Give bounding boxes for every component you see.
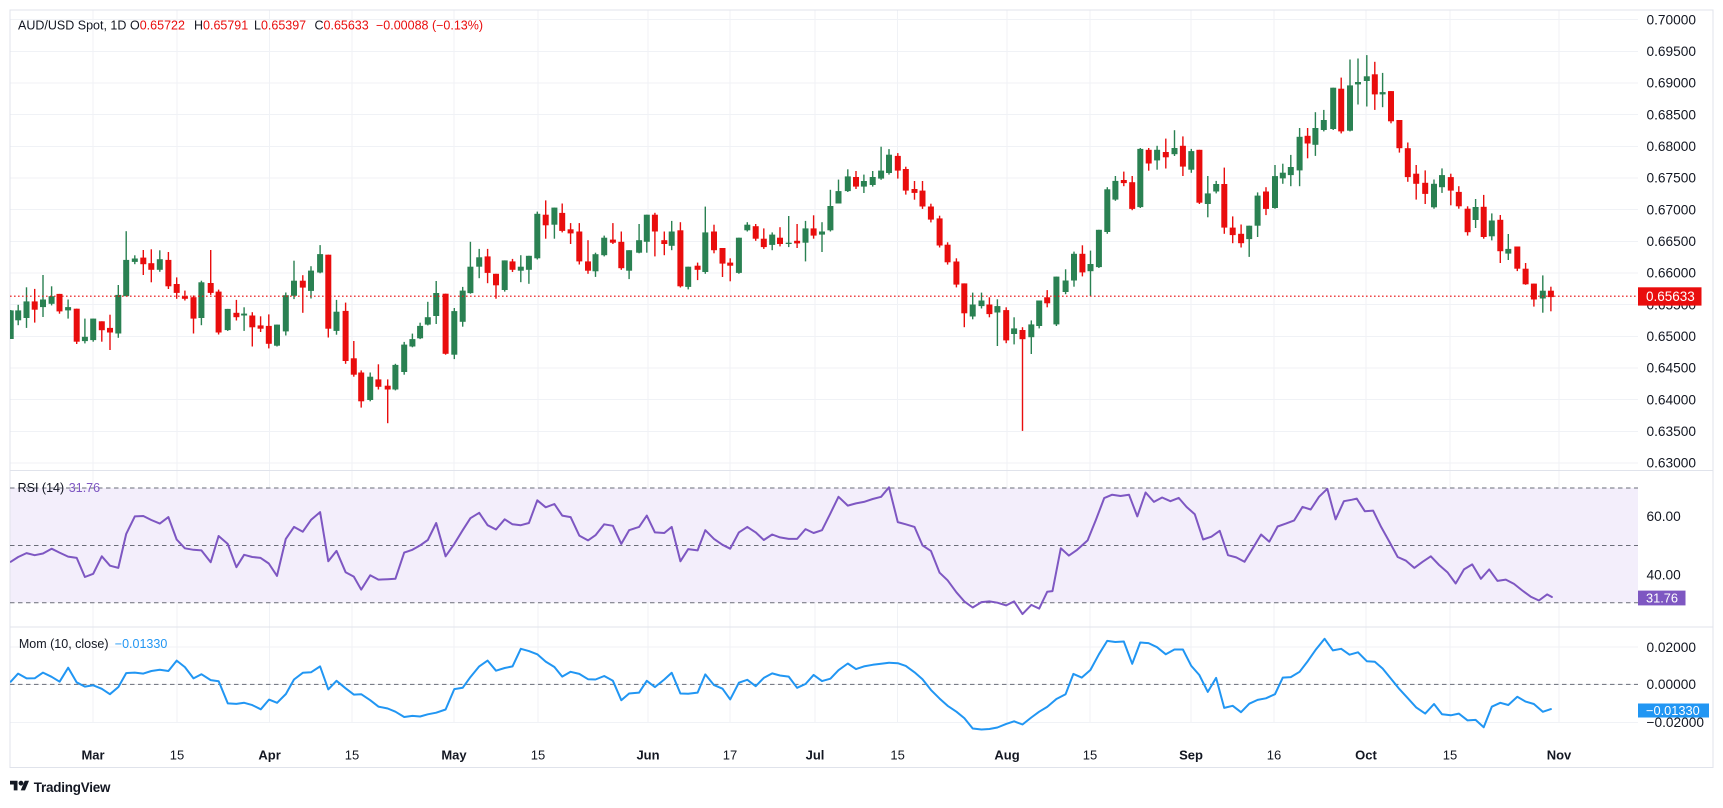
svg-text:Jul: Jul	[806, 747, 825, 762]
svg-text:O0.65722: O0.65722	[130, 19, 185, 33]
svg-text:17: 17	[723, 747, 737, 762]
svg-text:16: 16	[1267, 747, 1281, 762]
svg-text:0.70000: 0.70000	[1647, 12, 1697, 27]
svg-text:−0.01330: −0.01330	[115, 637, 168, 651]
svg-text:Mom (10, close): Mom (10, close)	[19, 637, 109, 651]
svg-text:Sep: Sep	[1179, 747, 1203, 762]
svg-text:0.64500: 0.64500	[1647, 361, 1697, 376]
svg-text:C0.65633: C0.65633	[315, 19, 369, 33]
svg-text:0.66500: 0.66500	[1647, 234, 1697, 249]
svg-text:15: 15	[170, 747, 184, 762]
svg-text:H0.65791: H0.65791	[194, 19, 248, 33]
svg-text:0.63000: 0.63000	[1647, 456, 1697, 471]
svg-text:TradingView: TradingView	[34, 780, 111, 795]
svg-text:15: 15	[345, 747, 359, 762]
svg-text:0.00000: 0.00000	[1647, 677, 1697, 692]
svg-text:0.65633: 0.65633	[1646, 289, 1695, 304]
svg-text:0.63500: 0.63500	[1647, 424, 1697, 439]
svg-text:0.68500: 0.68500	[1647, 107, 1697, 122]
svg-text:40.00: 40.00	[1647, 568, 1682, 583]
svg-text:Oct: Oct	[1355, 747, 1377, 762]
svg-text:0.02000: 0.02000	[1647, 640, 1697, 655]
svg-text:31.76: 31.76	[69, 481, 100, 495]
svg-text:Nov: Nov	[1547, 747, 1572, 762]
svg-text:60.00: 60.00	[1647, 509, 1682, 524]
svg-text:L0.65397: L0.65397	[254, 19, 306, 33]
svg-text:Jun: Jun	[636, 747, 659, 762]
svg-text:31.76: 31.76	[1646, 591, 1678, 606]
svg-text:0.69500: 0.69500	[1647, 44, 1697, 59]
svg-text:0.65000: 0.65000	[1647, 329, 1697, 344]
svg-text:15: 15	[1443, 747, 1457, 762]
svg-text:Apr: Apr	[258, 747, 280, 762]
svg-text:−0.01330: −0.01330	[1646, 703, 1700, 718]
svg-text:0.66000: 0.66000	[1647, 266, 1697, 281]
svg-text:15: 15	[1083, 747, 1097, 762]
svg-text:Mar: Mar	[81, 747, 104, 762]
svg-text:15: 15	[531, 747, 545, 762]
svg-text:AUD/USD Spot, 1D: AUD/USD Spot, 1D	[18, 19, 126, 33]
svg-text:0.69000: 0.69000	[1647, 76, 1697, 91]
svg-text:−0.02000: −0.02000	[1647, 715, 1705, 730]
svg-text:0.68000: 0.68000	[1647, 139, 1697, 154]
svg-text:0.67000: 0.67000	[1647, 202, 1697, 217]
svg-text:0.67500: 0.67500	[1647, 171, 1697, 186]
svg-text:Aug: Aug	[994, 747, 1019, 762]
svg-text:15: 15	[890, 747, 904, 762]
svg-text:RSI (14): RSI (14)	[18, 481, 65, 495]
svg-text:May: May	[441, 747, 467, 762]
svg-text:0.64000: 0.64000	[1647, 392, 1697, 407]
svg-text:−0.00088 (−0.13%): −0.00088 (−0.13%)	[376, 19, 483, 33]
